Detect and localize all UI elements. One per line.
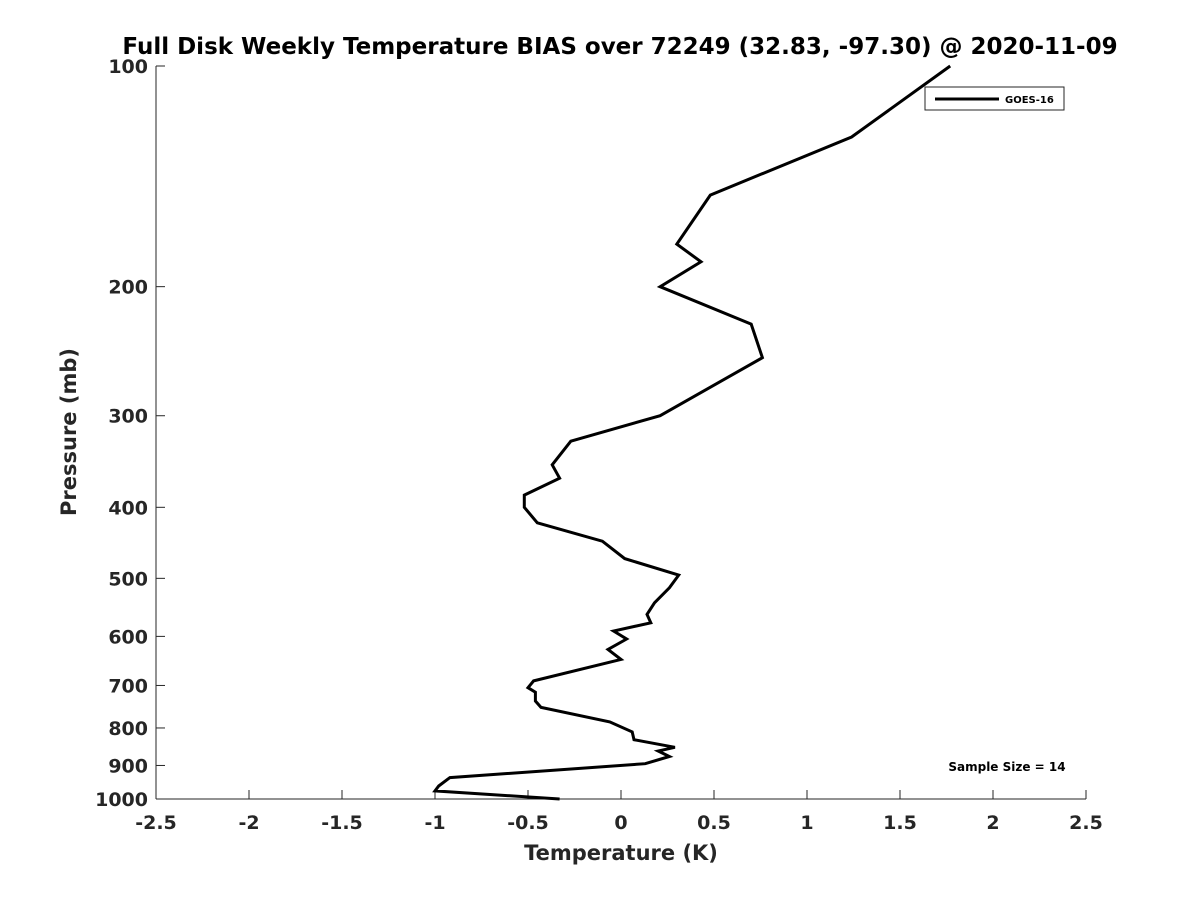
x-tick-label: 1.5: [883, 812, 917, 834]
x-tick-label: 1: [800, 812, 813, 834]
y-axis-label: Pressure (mb): [57, 348, 81, 516]
x-tick-label: -1.5: [321, 812, 363, 834]
y-tick-label: 500: [108, 568, 148, 590]
y-tick-label: 800: [108, 718, 148, 740]
x-tick-label: -0.5: [507, 812, 549, 834]
x-tick-label: -2: [238, 812, 259, 834]
chart-title: Full Disk Weekly Temperature BIAS over 7…: [122, 34, 1117, 60]
series-layer: [432, 64, 952, 801]
x-tick-label: -2.5: [135, 812, 177, 834]
y-tick-label: 400: [108, 497, 148, 519]
sample-size-annotation: Sample Size = 14: [948, 760, 1065, 774]
plot-axes: [155, 66, 1086, 800]
x-tick-label: 2: [986, 812, 999, 834]
y-tick-label: 300: [108, 406, 148, 428]
y-tick-label: 900: [108, 755, 148, 777]
legend: GOES-16: [924, 86, 1065, 111]
y-tick-label: 700: [108, 675, 148, 697]
x-tick-label: -1: [424, 812, 445, 834]
x-tick-label: 2.5: [1069, 812, 1103, 834]
y-tick-label: 1000: [95, 789, 148, 811]
y-axis-ticks: 100 200 300 400 500 600 700 800 900 1000: [95, 56, 165, 811]
y-tick-label: 600: [108, 626, 148, 648]
series-line-goes-16: [432, 64, 952, 801]
legend-label-goes-16: GOES-16: [1005, 95, 1054, 106]
x-tick-label: 0: [614, 812, 627, 834]
x-axis-ticks: -2.5 -2 -1.5 -1 -0.5 0 0.5 1 1.5 2 2.5: [135, 790, 1103, 834]
y-tick-label: 200: [108, 277, 148, 299]
y-tick-label: 100: [108, 56, 148, 78]
x-tick-label: 0.5: [697, 812, 731, 834]
x-axis-label: Temperature (K): [524, 841, 718, 865]
